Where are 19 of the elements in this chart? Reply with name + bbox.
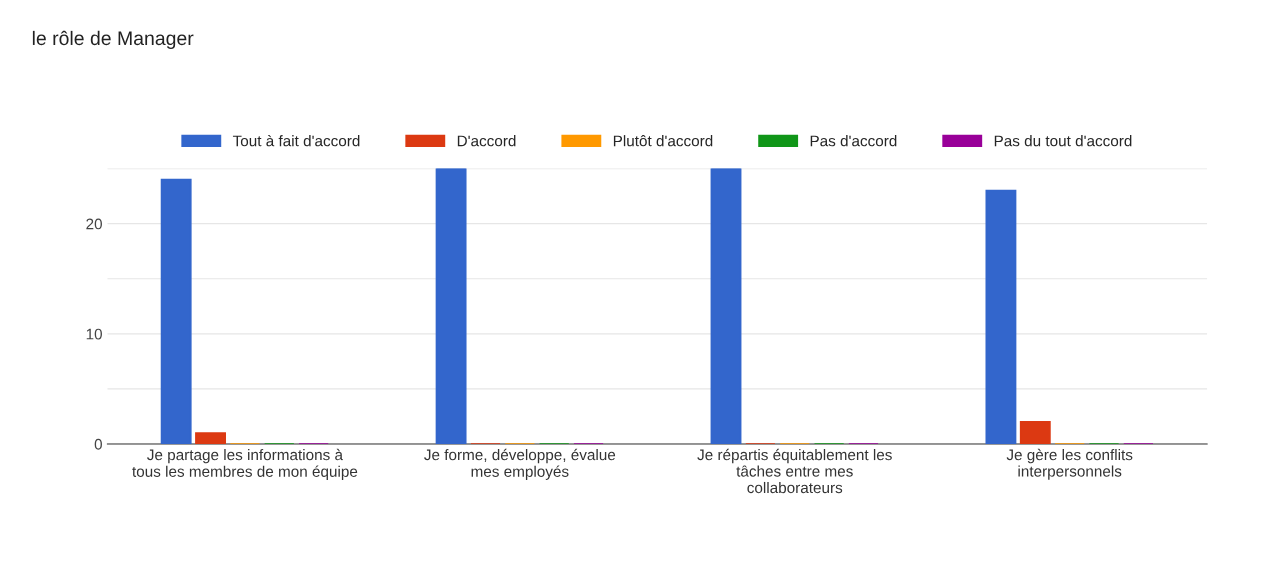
bar [195,432,226,444]
legend-label: D'accord [457,135,516,147]
y-tick-label: 10 [86,328,102,340]
legend-label: Pas du tout d'accord [994,135,1132,147]
legend-label: Plutôt d'accord [613,135,713,147]
x-tick-label: Je gère les conflits interpersonnels [1006,448,1133,480]
y-tick-label: 0 [94,438,102,450]
bar [710,168,742,444]
x-tick-label: Je répartis équitablement les tâches entre mes collaborateurs [697,448,892,494]
bar [985,189,1017,444]
bar [1019,421,1051,444]
bar [435,168,467,444]
legend-label: Tout à fait d'accord [232,134,360,147]
legend-label: Pas d'accord [810,135,897,147]
chart-title: le rôle de Manager [32,30,194,49]
y-tick-label: 20 [86,218,102,230]
x-tick-label: Je partage les informations à tous les membres de mon équipe [132,448,358,480]
x-tick-label: Je forme, développe, évalue mes employés [424,448,616,480]
bar [160,178,192,444]
